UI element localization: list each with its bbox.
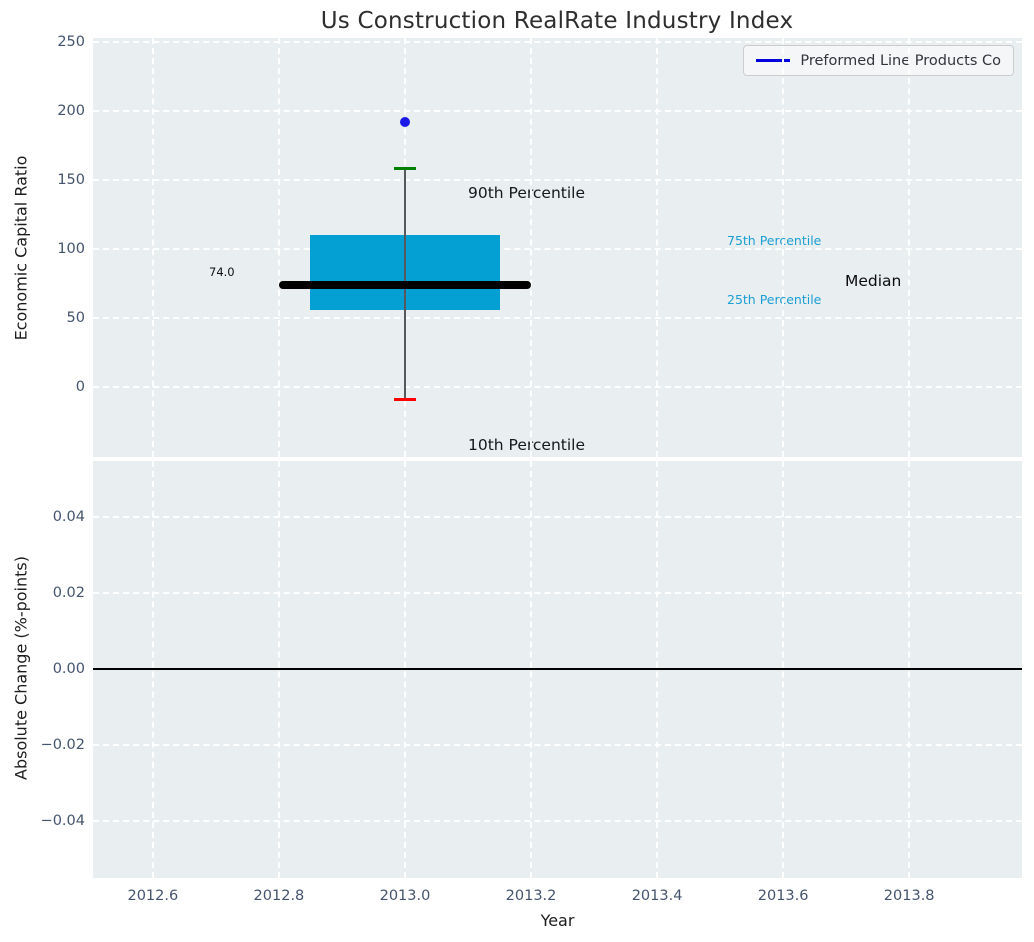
x-tick-label: 2013.4: [631, 888, 683, 904]
gridline-horizontal: [93, 591, 1022, 594]
gridline-horizontal: [93, 385, 1022, 388]
y-tick-label: 0: [75, 378, 85, 395]
p10-cap: [393, 397, 416, 401]
gridline-horizontal: [93, 316, 1022, 319]
gridline-vertical: [908, 38, 911, 457]
gridline-horizontal: [93, 819, 1022, 822]
gridline-horizontal: [93, 247, 1022, 250]
annotation-25th-percentile: 25th Percentile: [727, 292, 822, 307]
gridline-horizontal: [93, 41, 1022, 44]
y-tick-label: 150: [57, 171, 85, 188]
p90-cap: [393, 166, 416, 170]
gridline-horizontal: [93, 110, 1022, 113]
legend-label: Preformed Line Products Co: [800, 52, 1001, 69]
annotation-10th-percentile: 10th Percentile: [468, 436, 586, 454]
annotation-median: Median: [845, 272, 902, 290]
legend: Preformed Line Products Co: [743, 45, 1014, 76]
median-value-label: 74.0: [209, 265, 235, 279]
chart-title: Us Construction RealRate Industry Index: [320, 8, 794, 34]
gridline-horizontal: [93, 178, 1022, 181]
gridline-horizontal: [93, 743, 1022, 746]
y-tick-label: 0.00: [52, 660, 85, 677]
y-tick-label: −0.04: [40, 812, 85, 829]
x-axis-label-year: Year: [540, 911, 575, 930]
annotation-90th-percentile: 90th Percentile: [468, 184, 586, 202]
x-tick-label: 2012.8: [253, 888, 305, 904]
x-tick-label: 2012.6: [127, 888, 179, 904]
x-tick-label: 2013.2: [505, 888, 557, 904]
y-tick-label: 0.02: [52, 584, 85, 601]
x-tick-label: 2013.8: [883, 888, 935, 904]
gridline-vertical: [782, 38, 785, 457]
y-tick-label: 100: [57, 240, 85, 257]
x-tick-label: 2013.6: [757, 888, 809, 904]
zero-line: [93, 667, 1022, 671]
y-tick-label: 200: [57, 103, 85, 120]
y-tick-label: 50: [66, 309, 85, 326]
company-data-point: [399, 117, 410, 128]
median-line: [278, 280, 532, 289]
annotation-75th-percentile: 75th Percentile: [727, 233, 822, 248]
gridline-vertical: [277, 38, 280, 457]
gridline-horizontal: [93, 515, 1022, 518]
y-tick-label: −0.02: [40, 736, 85, 753]
gridline-vertical: [530, 38, 533, 457]
gridline-vertical: [151, 38, 154, 457]
bottom-axes-absolute-change: [93, 461, 1022, 878]
gridline-vertical: [656, 38, 659, 457]
legend-line-swatch: [756, 59, 791, 62]
x-tick-label: 2013.0: [379, 888, 431, 904]
top-axes-economic-capital-ratio: Preformed Line Products Co 90th Percenti…: [93, 38, 1022, 457]
y-tick-label: 0.04: [52, 508, 85, 525]
y-tick-label: 250: [57, 34, 85, 51]
